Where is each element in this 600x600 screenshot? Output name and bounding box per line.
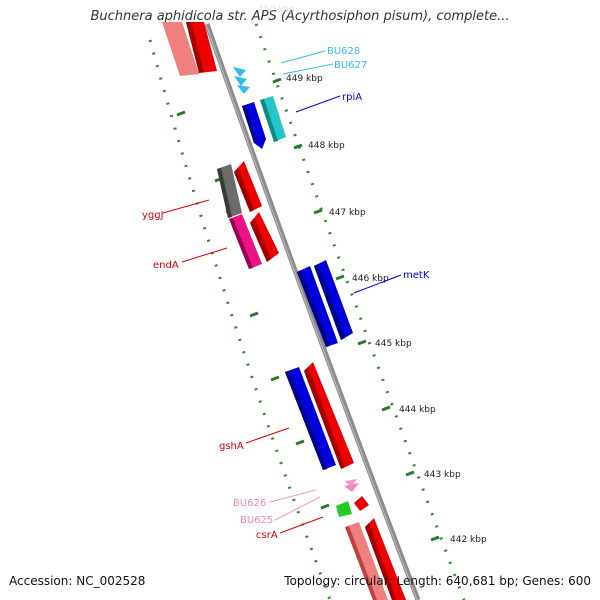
- inner-tick-marks: [176, 110, 330, 510]
- gene-blue-gshA-shade: [285, 371, 327, 470]
- kbp-label: 449 kbp: [286, 74, 323, 84]
- kbp-label: 445 kbp: [375, 339, 412, 349]
- genome-backbone-highlight: [205, 23, 418, 600]
- gene-blue-metK-1-shade: [297, 270, 330, 347]
- gene-label-yggj[interactable]: yggJ: [142, 210, 164, 221]
- gene-red-top-shade: [186, 22, 204, 73]
- topology-summary: Topology: circular; Length: 640,681 bp; …: [284, 574, 591, 588]
- gene-red-yggJ-shade: [234, 168, 254, 212]
- gene-bu628[interactable]: [233, 67, 246, 77]
- gene-red-endA[interactable]: [250, 212, 279, 262]
- gene-red-gshA[interactable]: [304, 362, 354, 469]
- gene-light-red-top[interactable]: [162, 22, 199, 76]
- gene-labels: BU628 BU627 rpiA yggJ endA metK gshA BU6…: [142, 46, 430, 541]
- kbp-label: 442 kbp: [450, 535, 487, 545]
- gene-label-bu625[interactable]: BU625: [240, 515, 273, 526]
- gene-label-bu627[interactable]: BU627: [334, 60, 367, 71]
- inner-guide-ring: [148, 39, 332, 600]
- gene-magenta-endA[interactable]: [229, 214, 262, 269]
- gene-blue-metK-1[interactable]: [297, 266, 338, 347]
- gene-red-endA-shade: [250, 218, 271, 262]
- gene-label-gsha[interactable]: gshA: [219, 441, 244, 452]
- gene-label-rpia[interactable]: rpiA: [342, 92, 362, 103]
- gene-bu625[interactable]: [344, 483, 359, 492]
- label-connectors: [162, 50, 402, 534]
- kbp-label: 444 kbp: [399, 405, 436, 415]
- accession-label: Accession: NC_002528: [9, 574, 146, 588]
- gene-light-red-bottom[interactable]: [345, 522, 388, 600]
- kbp-tick-labels: 449 kbp 448 kbp 447 kbp 446 kbp 445 kbp …: [286, 74, 487, 545]
- gene-blue-metK-2-shade: [314, 264, 345, 340]
- gene-red-bottom-shade: [365, 523, 396, 600]
- kbp-label: 446 kbp: [352, 274, 389, 284]
- gene-magenta-endA-shade: [229, 218, 253, 269]
- gene-blocks: [162, 22, 406, 600]
- gene-grey-yggJ[interactable]: [217, 164, 242, 218]
- gene-red-bottom[interactable]: [365, 518, 406, 600]
- gene-red-small[interactable]: [354, 496, 369, 511]
- gene-label-metk[interactable]: metK: [403, 270, 430, 281]
- gene-blue-gshA[interactable]: [285, 367, 336, 470]
- gene-grey-yggJ-shade: [217, 168, 232, 218]
- gene-green-csrA[interactable]: [336, 501, 352, 517]
- gene-bu627-a[interactable]: [234, 76, 247, 86]
- gene-bu627-b[interactable]: [237, 85, 250, 94]
- faded-kbp-label: 450 kbp: [258, 5, 295, 15]
- gene-red-gshA-shade: [304, 367, 345, 469]
- genome-backbone: [204, 23, 421, 600]
- kbp-label: 447 kbp: [329, 208, 366, 218]
- gene-blue-rpiA-shade: [242, 105, 257, 143]
- kbp-tick-marks: [272, 77, 440, 542]
- kbp-label: 448 kbp: [308, 141, 345, 151]
- kbp-label: 443 kbp: [424, 470, 461, 480]
- gene-label-bu628[interactable]: BU628: [327, 46, 360, 57]
- gene-label-csra[interactable]: csrA: [256, 530, 278, 541]
- gene-red-yggJ[interactable]: [234, 161, 262, 212]
- map-title: Buchnera aphidicola str. APS (Acyrthosip…: [90, 9, 510, 24]
- gene-bu626[interactable]: [345, 479, 357, 488]
- gene-light-red-bottom-shade: [345, 526, 377, 600]
- gene-cyan-rpiA-shade: [260, 99, 278, 142]
- gene-label-bu626[interactable]: BU626: [233, 498, 266, 509]
- gene-label-enda[interactable]: endA: [153, 260, 179, 271]
